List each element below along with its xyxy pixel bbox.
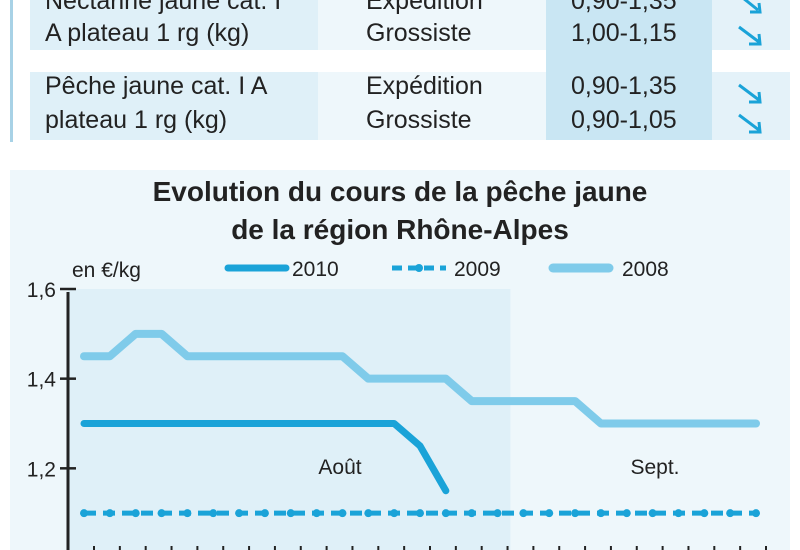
- product-name-line1: Nectarine jaune cat. I: [45, 0, 282, 15]
- series-point-2009: [235, 509, 244, 518]
- series-point-2009: [596, 509, 605, 518]
- series-point-2009: [364, 509, 373, 518]
- series-point-2009: [752, 509, 760, 518]
- product-cell: [30, 72, 318, 140]
- y-axis-ticks: 1,0 1,2 1,4 1,6: [27, 279, 76, 550]
- legend: 2010 2009 2008: [224, 258, 669, 281]
- series-point-2009: [260, 509, 269, 518]
- y-tick-label: 1,2: [27, 458, 56, 481]
- series-point-2009: [441, 509, 450, 518]
- series-point-2009: [674, 509, 683, 518]
- series-point-2009: [519, 509, 528, 518]
- legend-label-2010: 2010: [292, 258, 339, 281]
- series-point-2009: [157, 509, 166, 518]
- series-point-2009: [286, 509, 295, 518]
- series-point-2009: [105, 509, 114, 518]
- table-row: [30, 0, 790, 50]
- product-cell: [30, 0, 318, 50]
- legend-marker-2009: [415, 264, 423, 272]
- series-layer: [80, 329, 760, 518]
- series-line-2010: [80, 420, 450, 495]
- series-point-2009: [700, 509, 709, 518]
- series-point-2009: [648, 509, 657, 518]
- table-left-rule: [10, 0, 13, 142]
- stage-label: Expédition: [366, 0, 483, 15]
- series-point-2009: [80, 509, 88, 518]
- trend-cell: [712, 72, 790, 140]
- chart-title-line1: Evolution du cours de la pêche jaune: [152, 176, 648, 207]
- price-table: Nectarine jaune cat. I A plateau 1 rg (k…: [0, 0, 800, 142]
- series-point-2009: [545, 509, 554, 518]
- y-tick-label: 1,6: [27, 279, 56, 302]
- stage-cell: [318, 72, 546, 140]
- legend-label-2008: 2008: [622, 258, 669, 281]
- stage-label: Grossiste: [366, 19, 472, 47]
- table-row: [30, 72, 790, 140]
- period-label-sept: Sept.: [630, 456, 679, 479]
- arrow-down-right-icon: [738, 83, 762, 104]
- y-tick-label: 1,4: [27, 369, 57, 392]
- series-point-2009: [390, 509, 399, 518]
- product-name-line2: plateau 1 rg (kg): [45, 106, 228, 134]
- trend-cell: [712, 0, 790, 50]
- product-name-line2: A plateau 1 rg (kg): [45, 19, 250, 47]
- series-line-2008: [80, 329, 760, 428]
- arrow-down-right-icon: [743, 0, 762, 14]
- price-range: 0,90-1,35: [571, 0, 677, 15]
- series-point-2009: [726, 509, 735, 518]
- stage-label: Grossiste: [366, 106, 472, 134]
- y-axis-unit-label: en €/kg: [72, 259, 141, 282]
- chart-title-line2: de la région Rhône-Alpes: [231, 214, 569, 245]
- price-column-bridge: [546, 48, 712, 74]
- stage-label: Expédition: [366, 72, 483, 100]
- series-point-2009: [131, 509, 140, 518]
- series-point-2009: [183, 509, 192, 518]
- series-point-2009: [467, 509, 476, 518]
- series-point-2009: [493, 509, 502, 518]
- arrow-down-right-icon: [738, 113, 762, 134]
- y-tick-label: 1,0: [27, 548, 56, 550]
- price-range: 1,00-1,15: [571, 19, 677, 47]
- price-range: 0,90-1,05: [571, 106, 677, 134]
- price-cell: [546, 72, 712, 140]
- stage-cell: [318, 0, 546, 50]
- series-point-2009: [622, 509, 631, 518]
- series-point-2009: [312, 509, 321, 518]
- x-axis-ticks: [93, 546, 767, 550]
- series-point-2009: [416, 509, 424, 518]
- period-label-aout: Août: [318, 456, 361, 479]
- product-name-line1: Pêche jaune cat. I A: [45, 72, 268, 100]
- price-cell: [546, 0, 712, 50]
- series-point-2009: [338, 509, 347, 518]
- series-point-2009: [209, 509, 218, 518]
- arrow-down-right-icon: [738, 25, 762, 46]
- legend-label-2009: 2009: [454, 258, 501, 281]
- price-range: 0,90-1,35: [571, 72, 677, 100]
- series-point-2009: [571, 509, 580, 518]
